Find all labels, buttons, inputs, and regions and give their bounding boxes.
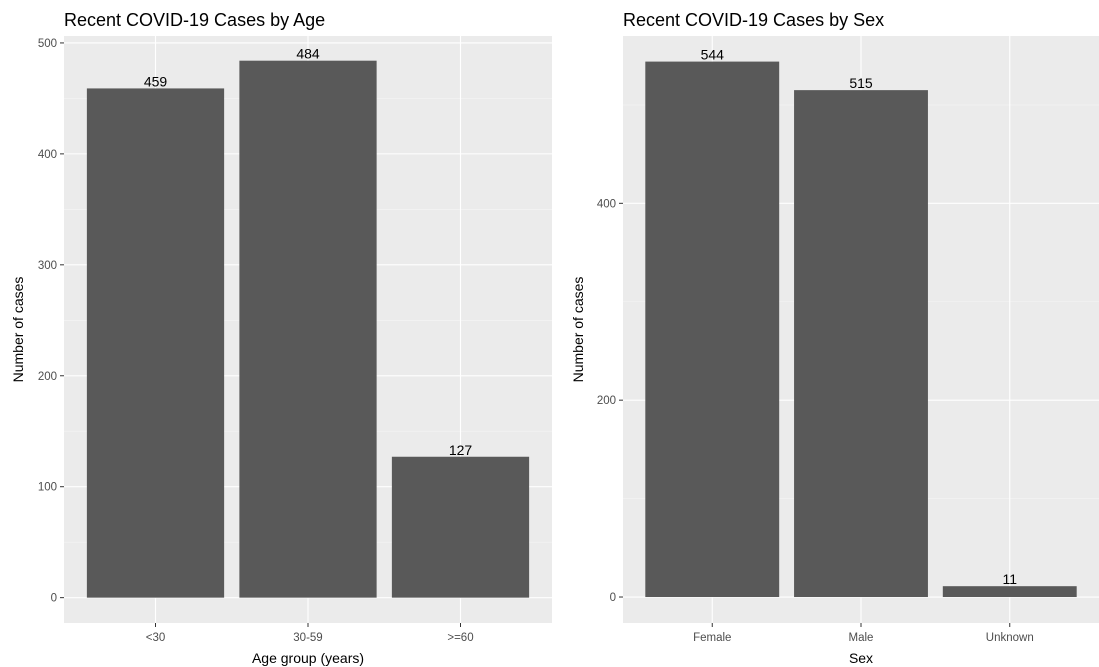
- chart-age-x-axis: <30 30-59 >=60: [146, 623, 474, 644]
- chart-sex-x-axis: Female Male Unknown: [693, 623, 1034, 644]
- chart-age-x-tick-label: 30-59: [293, 632, 322, 644]
- chart-age-data-labels: 459 484 127: [144, 46, 473, 458]
- chart-age-y-axis: 0 100 200 300 400 500: [38, 38, 64, 605]
- chart-age-data-label: 484: [296, 46, 320, 62]
- chart-sex-bar: [645, 61, 780, 598]
- chart-age-y-tick-label: 0: [51, 593, 57, 605]
- chart-sex-y-axis: 0 200 400: [597, 198, 623, 604]
- chart-age-title: Recent COVID-19 Cases by Age: [64, 10, 325, 30]
- chart-age-bars: [86, 60, 530, 598]
- chart-sex-data-labels: 544 515 11: [701, 47, 1018, 588]
- chart-sex-data-label: 515: [849, 75, 873, 91]
- chart-sex-bar: [794, 90, 928, 598]
- chart-age-y-tick-label: 100: [38, 482, 57, 494]
- chart-sex-bars: [645, 61, 1077, 598]
- chart-age-y-tick-label: 300: [38, 260, 57, 272]
- chart-age: Recent COVID-19 Cases by Age 459 484 127 0…: [10, 10, 552, 666]
- chart-sex-y-axis-title: Number of cases: [570, 277, 586, 383]
- chart-sex-x-tick-label: Unknown: [986, 632, 1034, 644]
- chart-sex-data-label: 11: [1002, 571, 1017, 587]
- chart-age-x-tick-label: >=60: [447, 632, 473, 644]
- chart-age-y-tick-label: 500: [38, 38, 57, 50]
- chart-sex-y-tick-label: 200: [597, 395, 616, 407]
- chart-sex-bar: [942, 586, 1077, 598]
- chart-sex-y-tick-label: 400: [597, 198, 616, 210]
- chart-sex-x-tick-label: Male: [849, 632, 874, 644]
- chart-sex-x-axis-title: Sex: [849, 650, 873, 666]
- chart-age-bar: [391, 456, 530, 598]
- chart-sex-y-tick-label: 0: [610, 592, 616, 604]
- chart-age-y-tick-label: 200: [38, 371, 57, 383]
- chart-age-y-axis-title: Number of cases: [10, 277, 26, 383]
- chart-age-x-axis-title: Age group (years): [252, 650, 364, 666]
- chart-age-y-tick-label: 400: [38, 149, 57, 161]
- chart-age-x-tick-label: <30: [146, 632, 166, 644]
- chart-age-bar: [239, 60, 377, 598]
- chart-age-bar: [86, 88, 225, 598]
- chart-age-data-label: 127: [449, 442, 473, 458]
- chart-age-data-label: 459: [144, 73, 168, 89]
- chart-sex: Recent COVID-19 Cases by Sex 544 515 11 0 2…: [570, 10, 1099, 666]
- chart-sex-x-tick-label: Female: [693, 632, 731, 644]
- chart-sex-data-label: 544: [701, 47, 725, 63]
- chart-sex-title: Recent COVID-19 Cases by Sex: [623, 10, 884, 30]
